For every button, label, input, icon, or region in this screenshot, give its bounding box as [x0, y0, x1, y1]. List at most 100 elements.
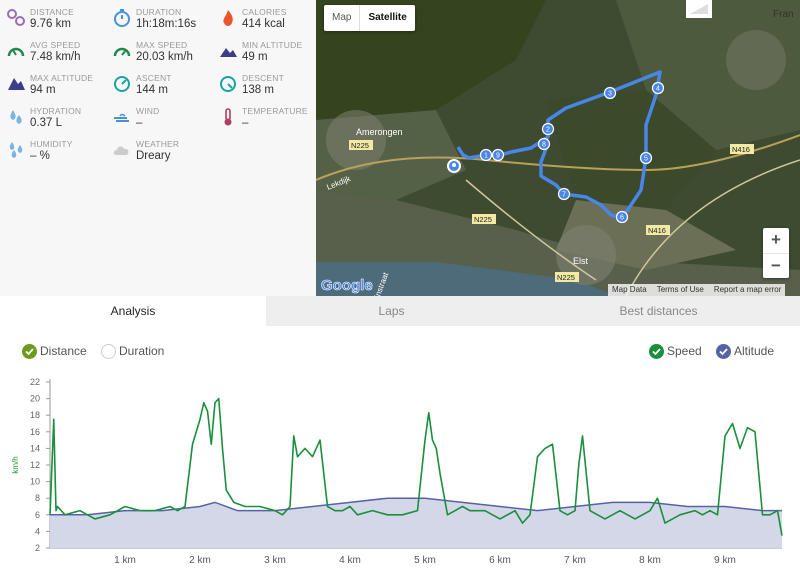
stat-value: 7.48 km/h	[30, 51, 81, 63]
x-tick-label: 2 km	[189, 555, 211, 566]
zoom-in-button[interactable]: +	[763, 228, 789, 254]
stats-panel: DISTANCE 9.76 km DURATION 1h:18m:16s CALORIE…	[0, 0, 316, 296]
town-label-elst: Elst	[573, 256, 589, 266]
stat-max-speed: MAX SPEED 20.03 km/h	[112, 38, 212, 70]
stat-value: 1h:18m:16s	[136, 18, 197, 30]
terms-of-use-link[interactable]: Terms of Use	[656, 285, 704, 294]
x-tick-label: 9 km	[714, 555, 736, 566]
analysis-tabs: Analysis Laps Best distances	[0, 296, 800, 328]
stat-label: ASCENT	[136, 73, 172, 83]
route-marker-label: 3	[608, 91, 612, 98]
road-label-n225: N225	[557, 273, 575, 282]
y-tick-label: 18	[30, 410, 40, 420]
start-pin-icon[interactable]	[447, 159, 461, 173]
stat-value: – %	[30, 150, 50, 162]
speed-altitude-chart[interactable]: 2 4 6 8 10 12 14 16 18 20 22 1 km 2 km 3 km 4 km 5 km 6 …	[0, 368, 800, 575]
stat-value: –	[136, 117, 143, 129]
stat-label: MAX ALTITUDE	[30, 73, 94, 83]
x-tick-label: 7 km	[564, 555, 586, 566]
x-tick-label: 5 km	[414, 555, 436, 566]
stat-label: AVG SPEED	[30, 40, 81, 50]
map-type-toggle[interactable]: Map Satellite	[324, 5, 415, 31]
y-tick-label: 12	[30, 460, 40, 470]
stat-calories: CALORIES 414 kcal	[218, 5, 318, 37]
map-type-satellite-button[interactable]: Satellite	[359, 5, 414, 31]
route-marker[interactable]: 4	[651, 81, 665, 95]
stat-humidity: HUMIDITY – %	[6, 137, 106, 169]
duration-option-label: Duration	[119, 344, 165, 358]
y-tick-label: 2	[35, 543, 40, 553]
tab-analysis[interactable]: Analysis	[0, 296, 266, 328]
max-speed-gauge-icon	[112, 41, 132, 61]
google-logo: Google	[321, 277, 373, 294]
route-marker[interactable]: 8	[537, 137, 551, 151]
speed-toggle[interactable]: Speed	[649, 342, 702, 360]
stat-value: 49 m	[242, 51, 268, 63]
route-marker-label: 6	[620, 215, 624, 222]
stat-distance: DISTANCE 9.76 km	[6, 5, 106, 37]
unchecked-icon	[101, 343, 116, 359]
road-label-n416: N416	[732, 145, 750, 154]
map-attribution: Map Data Terms of Use Report a map error	[608, 284, 786, 296]
stat-value: 138 m	[242, 84, 274, 96]
zoom-out-button[interactable]: −	[771, 256, 781, 275]
checked-icon	[22, 343, 37, 359]
stat-temperature: TEMPERATURE –	[218, 104, 318, 136]
stat-value: 0.37 L	[30, 117, 62, 129]
x-tick-label: 3 km	[264, 555, 286, 566]
stat-wind: WIND –	[112, 104, 212, 136]
stat-value: 414 kcal	[242, 18, 285, 30]
route-marker[interactable]: 7	[557, 187, 571, 201]
stat-max-altitude: MAX ALTITUDE 94 m	[6, 71, 106, 103]
stat-value: 94 m	[30, 84, 56, 96]
tab-laps[interactable]: Laps	[266, 296, 517, 326]
avg-speed-gauge-icon	[6, 41, 26, 61]
y-tick-label: 8	[35, 493, 40, 503]
stat-value: –	[242, 117, 249, 129]
y-axis-label: km/h	[11, 456, 20, 473]
report-map-error-link[interactable]: Report a map error	[713, 285, 782, 294]
x-tick-label: 4 km	[339, 555, 361, 566]
route-marker-label: 5	[644, 156, 648, 163]
tab-best-distances[interactable]: Best distances	[517, 296, 800, 326]
y-tick-label: 14	[30, 443, 40, 453]
route-marker-label: 4	[656, 86, 660, 93]
stat-label: HYDRATION	[30, 106, 82, 116]
y-tick-label: 16	[30, 427, 40, 437]
route-marker[interactable]: 5	[639, 151, 653, 165]
fullscreen-icon[interactable]	[686, 0, 712, 18]
map-data-link[interactable]: Map Data	[612, 285, 647, 294]
distance-icon	[6, 8, 26, 28]
route-marker[interactable]: 1	[479, 148, 493, 162]
stat-label: HUMIDITY	[30, 139, 73, 149]
zoom-control[interactable]: + −	[763, 228, 789, 278]
road-label-n225: N225	[351, 141, 369, 150]
altitude-area	[50, 498, 782, 548]
route-marker-label: 9	[496, 153, 500, 160]
stat-descent: DESCENT 138 m	[218, 71, 318, 103]
altitude-toggle-label: Altitude	[734, 344, 775, 358]
checked-icon	[716, 343, 731, 359]
route-marker[interactable]: 6	[615, 210, 629, 224]
route-marker[interactable]: 9	[491, 148, 505, 162]
stat-label: DESCENT	[242, 73, 285, 83]
stat-label: WEATHER	[136, 139, 180, 149]
speed-line[interactable]	[49, 397, 783, 536]
stat-label: TEMPERATURE	[242, 106, 308, 116]
stat-value: 20.03 km/h	[136, 51, 193, 63]
route-marker[interactable]: 2	[541, 122, 555, 136]
town-label-amerongen: Amerongen	[356, 127, 403, 137]
map-type-map-button[interactable]: Map	[332, 12, 352, 23]
route-marker-label: 7	[562, 192, 566, 199]
stat-min-altitude: MIN ALTITUDE 49 m	[218, 38, 318, 70]
route-map[interactable]: Amerongen Elst Fran Rijnstraat Lekdijk N…	[316, 0, 800, 296]
wind-icon	[112, 107, 132, 127]
max-altitude-icon	[6, 74, 26, 94]
min-altitude-icon	[218, 41, 238, 61]
distance-option[interactable]: Distance	[22, 342, 87, 360]
duration-option[interactable]: Duration	[101, 342, 164, 360]
altitude-toggle[interactable]: Altitude	[716, 342, 774, 360]
x-tick-label: 6 km	[489, 555, 511, 566]
satellite-imagery[interactable]: Amerongen Elst Fran Rijnstraat Lekdijk N…	[316, 0, 800, 296]
route-marker[interactable]: 3	[603, 86, 617, 100]
